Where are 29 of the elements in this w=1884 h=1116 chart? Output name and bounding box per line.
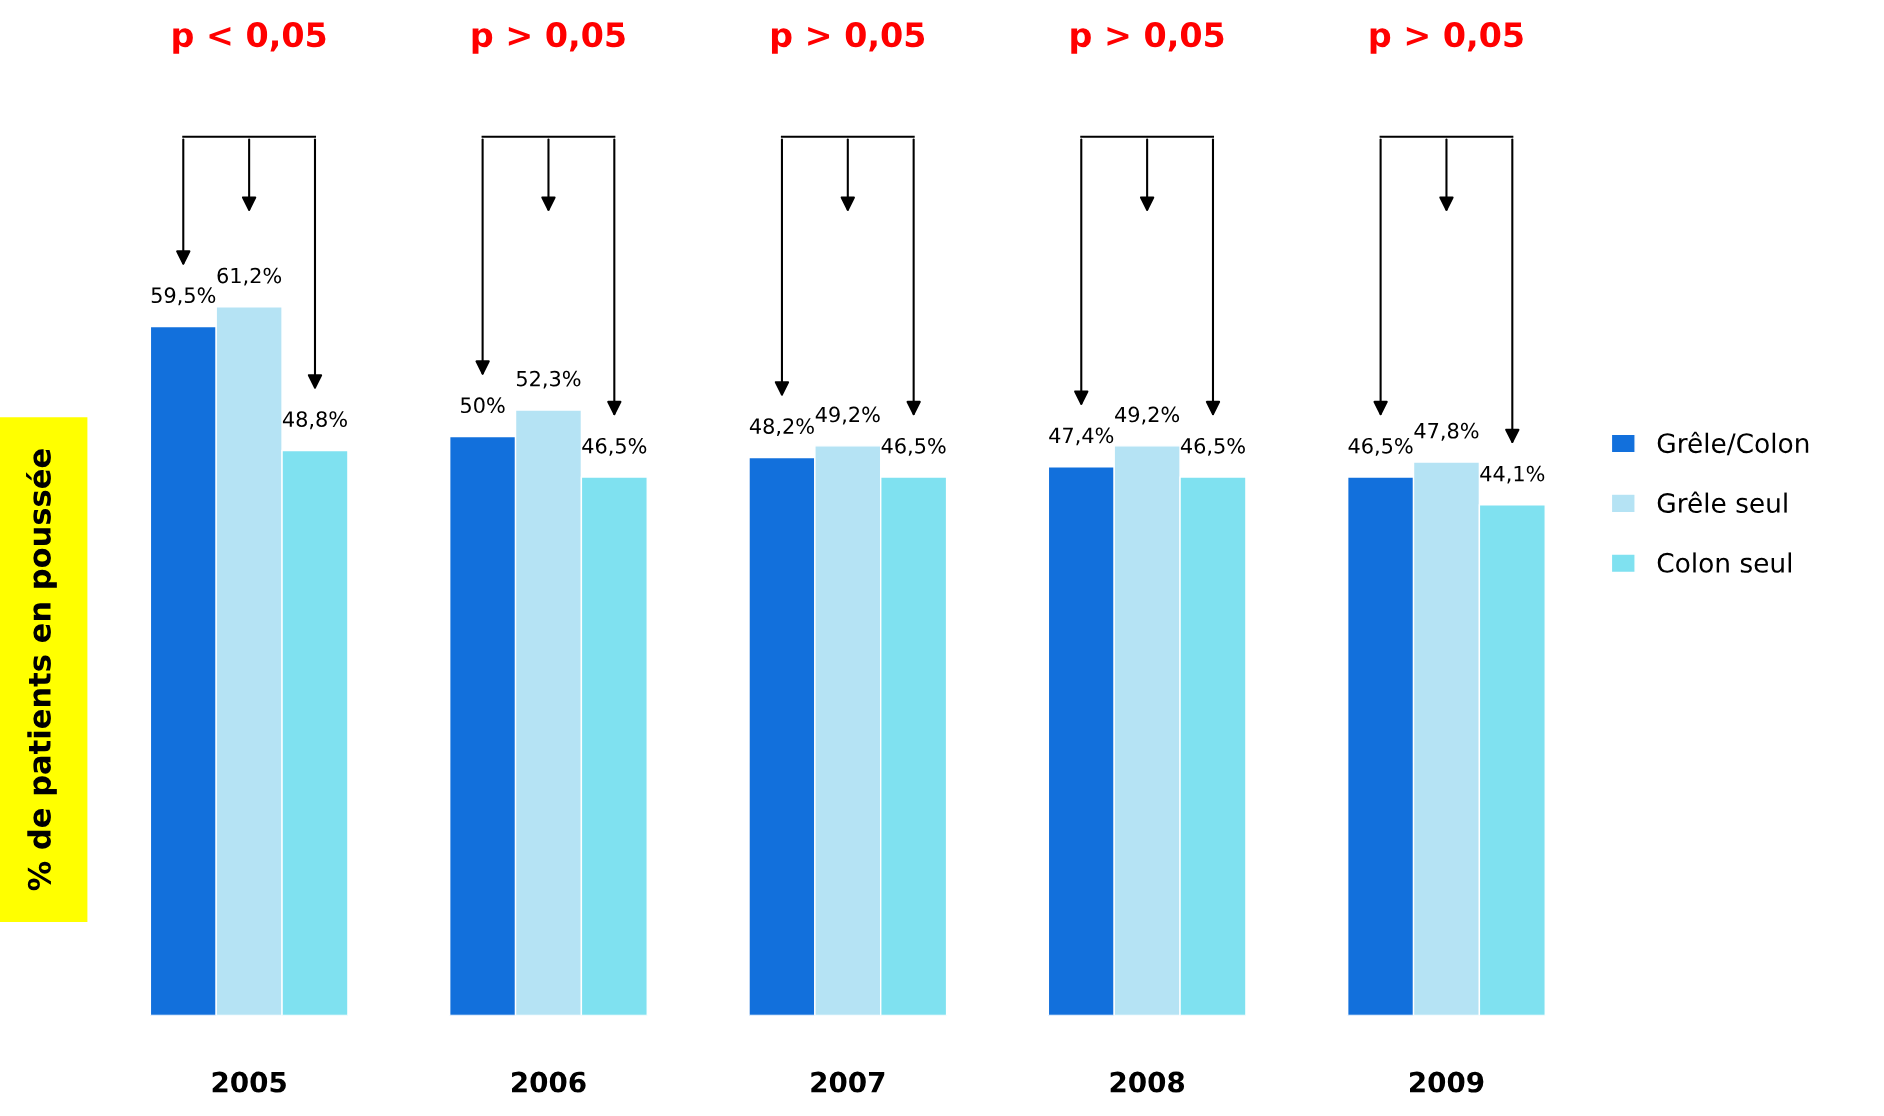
- text: p > 0,05: [771, 22, 925, 54]
- data-label: 52,3%: [516, 370, 581, 389]
- data-label: 59,5%: [151, 287, 216, 306]
- legend-label: Grêle/Colon: [1657, 431, 1809, 456]
- data-label: 46,5%: [1348, 437, 1413, 456]
- legend-label: Colon seul: [1657, 552, 1791, 573]
- y-axis-title: % de patients en poussée: [26, 449, 57, 891]
- data-label: 50%: [461, 397, 505, 414]
- data-label: 49,2%: [815, 406, 880, 425]
- x-tick-label: 2006: [512, 1071, 586, 1093]
- text: p > 0,05: [1071, 22, 1224, 54]
- data-label: 47,8%: [1414, 422, 1479, 441]
- text: p > 0,05: [472, 22, 625, 54]
- data-label: 49,2%: [1115, 406, 1180, 425]
- x-tick-label: 2009: [1410, 1071, 1484, 1093]
- text: p > 0,05: [1370, 22, 1523, 54]
- x-tick-label: 2005: [212, 1071, 286, 1093]
- x-tick-label: 2007: [811, 1071, 885, 1093]
- legend-label: Grêle seul: [1657, 491, 1787, 513]
- text: p < 0,05: [173, 22, 326, 54]
- data-label: 48,8%: [282, 411, 347, 430]
- data-label: 61,2%: [217, 267, 282, 286]
- data-label: 46,5%: [1180, 437, 1245, 456]
- data-label: 47,4%: [1049, 427, 1114, 446]
- data-label: 46,5%: [881, 437, 946, 456]
- x-tick-label: 2008: [1110, 1071, 1185, 1093]
- data-label: 48,2%: [749, 418, 814, 437]
- data-label: 44,1%: [1480, 465, 1545, 484]
- data-label: 46,5%: [582, 437, 647, 456]
